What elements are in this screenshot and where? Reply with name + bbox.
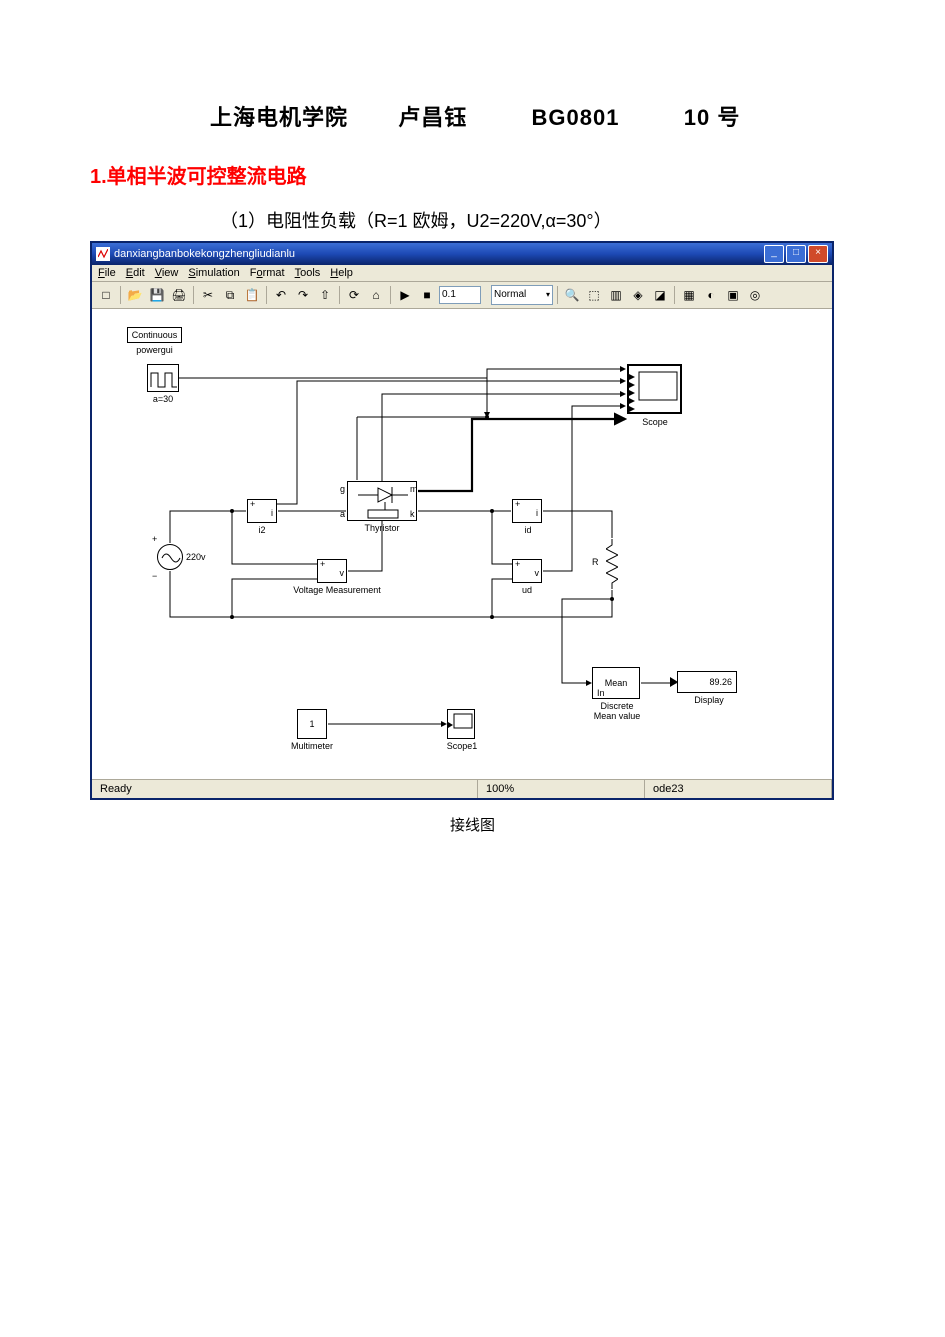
figure-caption: 接线图 [90, 814, 855, 835]
simulink-window: danxiangbanbokekongzhengliudianlu _ □ × … [90, 241, 834, 800]
resistor-label: R [592, 557, 599, 567]
status-zoom: 100% [478, 780, 645, 798]
menubar: File Edit View Simulation Format Tools H… [92, 265, 832, 282]
ud-label: ud [517, 585, 537, 595]
number: 10 号 [684, 100, 741, 132]
code: BG0801 [532, 105, 620, 131]
thyristor-label: Thyristor [357, 523, 407, 533]
ac-source-label: 220v [186, 552, 206, 562]
save-icon[interactable]: 💾 [147, 285, 167, 305]
thy-port-k: k [410, 509, 415, 519]
undo-icon[interactable]: ↶ [271, 285, 291, 305]
multimeter-label: Multimeter [287, 741, 337, 751]
menu-file[interactable]: File [98, 267, 116, 279]
scope1-block[interactable] [447, 709, 475, 739]
menu-edit[interactable]: Edit [126, 267, 145, 279]
multimeter-block[interactable]: 1 [297, 709, 327, 739]
statusbar: Ready 100% ode23 [92, 779, 832, 798]
i2-label: i2 [252, 525, 272, 535]
id-block[interactable]: + i [512, 499, 542, 523]
menu-simulation[interactable]: Simulation [188, 267, 239, 279]
status-ready: Ready [92, 780, 478, 798]
sim-mode-select[interactable]: Normal [491, 285, 553, 305]
close-button[interactable]: × [808, 245, 828, 263]
powergui-label: powergui [127, 345, 182, 355]
scope-block[interactable] [627, 364, 682, 414]
new-icon[interactable]: □ [96, 285, 116, 305]
resistor-block[interactable] [606, 539, 618, 589]
up-icon[interactable]: ⇧ [315, 285, 335, 305]
refresh-icon[interactable]: ⟳ [344, 285, 364, 305]
thyristor-block[interactable] [347, 481, 417, 521]
pulse-generator-block[interactable] [147, 364, 179, 392]
menu-format[interactable]: Format [250, 267, 285, 279]
doc-header: 上海电机学院 卢昌钰 BG0801 10 号 [210, 100, 855, 132]
status-solver: ode23 [645, 780, 832, 798]
display-port-icon [670, 677, 678, 687]
menu-view[interactable]: View [155, 267, 179, 279]
scope-label: Scope [637, 417, 673, 427]
scope1-label: Scope1 [444, 741, 480, 751]
ud-block[interactable]: + v [512, 559, 542, 583]
sim-time-input[interactable]: 0.1 [439, 286, 481, 304]
document-page: 上海电机学院 卢昌钰 BG0801 10 号 1.单相半波可控整流电路 （1）电… [0, 0, 945, 875]
tool-find-icon[interactable]: 🔍 [562, 285, 582, 305]
tool-inspector-icon[interactable]: ◈ [628, 285, 648, 305]
display-block[interactable]: 89.26 [677, 671, 737, 693]
sub-title: （1）电阻性负载（R=1 欧姆，U2=220V,α=30°） [220, 207, 855, 233]
pulse-label: a=30 [142, 394, 184, 404]
display-label: Display [689, 695, 729, 705]
school: 上海电机学院 [210, 100, 348, 132]
id-label: id [519, 525, 537, 535]
paste-icon[interactable]: 📋 [242, 285, 262, 305]
stop-icon[interactable]: ■ [417, 285, 437, 305]
model-canvas[interactable]: Continuous powergui a=30 + − 220v + i [92, 309, 832, 779]
window-titlebar[interactable]: danxiangbanbokekongzhengliudianlu _ □ × [92, 243, 832, 265]
thy-port-a: a [340, 509, 345, 519]
student-name: 卢昌钰 [398, 100, 467, 132]
maximize-button[interactable]: □ [786, 245, 806, 263]
print-icon[interactable]: 🖨 [169, 285, 189, 305]
thy-port-g: g [340, 484, 345, 494]
i2-block[interactable]: + i [247, 499, 277, 523]
thy-port-m: m [410, 484, 418, 494]
tool-highlight-icon[interactable]: ⬚ [584, 285, 604, 305]
redo-icon[interactable]: ↷ [293, 285, 313, 305]
copy-icon[interactable]: ⧉ [220, 285, 240, 305]
tool-report-icon[interactable]: ▥ [606, 285, 626, 305]
menu-tools[interactable]: Tools [295, 267, 321, 279]
mean-label: Discrete Mean value [582, 701, 652, 721]
menu-help[interactable]: Help [330, 267, 353, 279]
play-icon[interactable]: ▶ [395, 285, 415, 305]
voltage-meas-block[interactable]: + v [317, 559, 347, 583]
build-icon[interactable]: ⌂ [366, 285, 386, 305]
section-title: 1.单相半波可控整流电路 [90, 160, 855, 189]
ac-source-block[interactable] [157, 544, 183, 570]
powergui-block[interactable]: Continuous [127, 327, 182, 343]
tool-target-icon[interactable]: ◎ [745, 285, 765, 305]
tool-advisor-icon[interactable]: ◪ [650, 285, 670, 305]
minimize-button[interactable]: _ [764, 245, 784, 263]
window-title: danxiangbanbokekongzhengliudianlu [114, 248, 295, 260]
tool-library-icon[interactable]: ▦ [679, 285, 699, 305]
mean-block[interactable]: In Mean [592, 667, 640, 699]
voltage-meas-label: Voltage Measurement [292, 585, 382, 595]
app-icon [96, 247, 110, 261]
tool-model-icon[interactable]: ▣ [723, 285, 743, 305]
toolbar: □ 📂 💾 🖨 ✂ ⧉ 📋 ↶ ↷ ⇧ ⟳ ⌂ ▶ ■ 0.1 Normal 🔍… [92, 282, 832, 309]
tool-debug-icon[interactable]: ◐ [701, 285, 721, 305]
cut-icon[interactable]: ✂ [198, 285, 218, 305]
open-icon[interactable]: 📂 [125, 285, 145, 305]
